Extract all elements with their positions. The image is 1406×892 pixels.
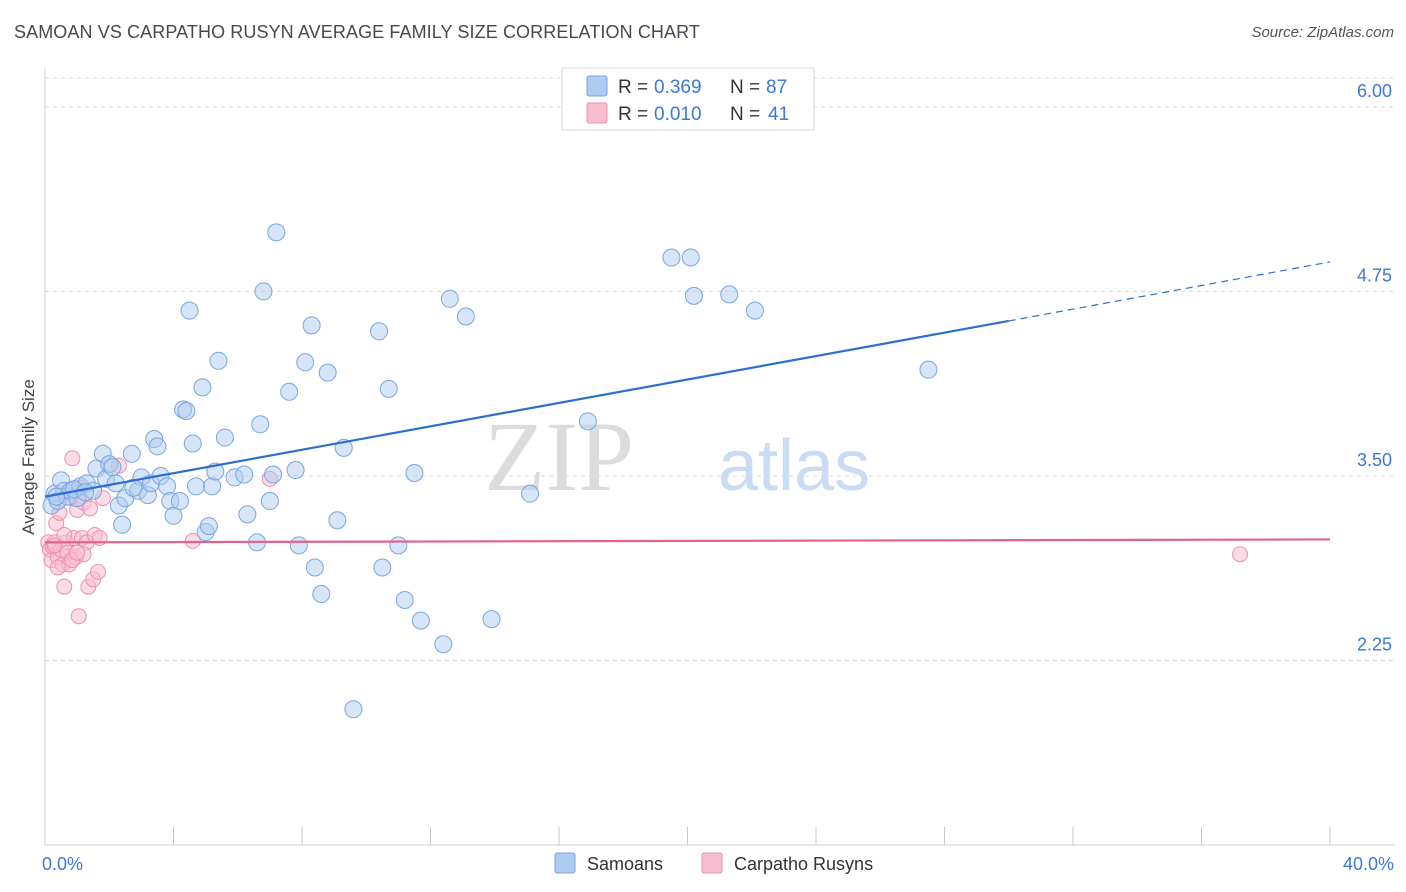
samoans-point [76, 483, 95, 502]
samoans-point [302, 316, 321, 335]
samoans-point [681, 248, 700, 267]
samoans-point [395, 590, 414, 609]
samoans-point [684, 286, 703, 305]
samoans-point [411, 611, 430, 630]
carpatho-rusyns-point [81, 500, 98, 517]
series-legend: Samoans Carpatho Rusyns [554, 852, 873, 874]
samoans-point [521, 484, 540, 503]
samoans-point [215, 428, 234, 447]
bottom-legend-swatch-carpatho-rusyns [701, 852, 723, 874]
x-tick-label: 40.0% [1343, 854, 1394, 874]
samoans-point [235, 465, 254, 484]
legend-r-label-carpatho-rusyns: R = [618, 104, 648, 125]
samoans-point [379, 379, 398, 398]
samoans-point [328, 511, 347, 530]
samoans-point [373, 558, 392, 577]
samoans-point [280, 382, 299, 401]
legend-r-label-samoans: R = [618, 77, 648, 98]
bottom-legend-swatch-samoans [554, 852, 576, 874]
samoans-point [370, 322, 389, 341]
samoans-trendline-extension [1008, 261, 1331, 322]
samoans-point [267, 223, 286, 242]
samoans-point [180, 301, 199, 320]
samoans-point [170, 492, 189, 511]
samoans-point [124, 478, 143, 497]
samoans-point [158, 477, 177, 496]
samoans-point [209, 351, 228, 370]
samoans-point [289, 536, 308, 555]
samoans-point [662, 248, 681, 267]
samoans-point [122, 444, 141, 463]
samoans-point [344, 700, 363, 719]
samoans-point [286, 461, 305, 480]
samoans-point [312, 585, 331, 604]
samoans-point [318, 363, 337, 382]
samoans-point [177, 402, 196, 420]
legend-swatch-carpatho-rusyns [586, 102, 608, 124]
samoans-point [183, 434, 202, 453]
samoans-point [103, 458, 122, 477]
watermark-zip: ZIP [484, 401, 634, 512]
legend-n-label-carpatho-rusyns: N = [730, 104, 760, 125]
carpatho-rusyns-point [64, 450, 81, 467]
source-label: Source: ZipAtlas.com [1251, 24, 1394, 41]
legend-n-value-samoans: 87 [766, 77, 787, 98]
samoans-point [186, 477, 205, 496]
samoans-point [251, 415, 270, 434]
samoans-point [203, 477, 222, 496]
tick-labels: 2.25 3.50 4.75 6.00 0.0% 40.0% [42, 81, 1394, 874]
samoans-point [238, 505, 257, 524]
carpatho-rusyns-trendline [44, 538, 1331, 544]
samoans-point [193, 378, 212, 397]
carpatho-rusyns-point [69, 544, 86, 561]
legend-r-value-samoans: 0.369 [654, 77, 702, 98]
samoans-point [296, 353, 315, 372]
samoans-point [919, 360, 938, 379]
samoans-point [434, 635, 453, 654]
legend-r-value-carpatho-rusyns: 0.010 [654, 104, 702, 125]
carpatho-rusyns-point [56, 578, 73, 595]
carpatho-rusyns-point [184, 532, 201, 549]
y-tick-label: 6.00 [1357, 81, 1392, 101]
carpatho-rusyns-point [49, 559, 66, 576]
y-tick-label: 4.75 [1357, 265, 1392, 285]
carpatho-rusyns-point [1232, 546, 1249, 563]
samoans-point [456, 307, 475, 326]
legend-n-value-carpatho-rusyns: 41 [768, 104, 789, 125]
legend-swatch-samoans [586, 75, 608, 97]
watermark: ZIP atlas [484, 401, 870, 512]
bottom-legend-label-carpatho-rusyns: Carpatho Rusyns [734, 854, 873, 874]
samoans-point [264, 465, 283, 484]
carpatho-rusyns-point [70, 608, 87, 625]
gridlines [45, 77, 1395, 661]
samoans-point [745, 301, 764, 320]
legend-n-label-samoans: N = [730, 77, 760, 98]
y-axis-label: Average Family Size [19, 379, 38, 535]
samoans-point [199, 517, 218, 536]
y-tick-label: 2.25 [1357, 634, 1392, 654]
trendlines [44, 261, 1331, 544]
samoans-point [305, 558, 324, 577]
axes [44, 68, 1395, 846]
samoans-point [720, 285, 739, 304]
samoans-trendline [44, 319, 1009, 498]
watermark-atlas: atlas [718, 426, 870, 506]
samoans-point [440, 289, 459, 308]
chart-title: SAMOAN VS CARPATHO RUSYN AVERAGE FAMILY … [14, 22, 700, 42]
stats-legend: R = 0.369 N = 87 R = 0.010 N = 41 [561, 67, 815, 131]
samoans-point [578, 412, 597, 431]
samoans-point [113, 515, 132, 534]
x-tick-label: 0.0% [42, 854, 83, 874]
samoans-point [482, 610, 501, 629]
carpatho-rusyns-point [46, 537, 63, 554]
y-tick-label: 3.50 [1357, 450, 1392, 470]
bottom-legend-label-samoans: Samoans [587, 854, 663, 874]
samoans-point [254, 282, 273, 301]
samoans-point [405, 464, 424, 482]
samoans-point [260, 492, 279, 511]
samoans-point [148, 437, 167, 456]
samoans-point [389, 536, 408, 555]
carpatho-rusyns-point [90, 563, 107, 580]
